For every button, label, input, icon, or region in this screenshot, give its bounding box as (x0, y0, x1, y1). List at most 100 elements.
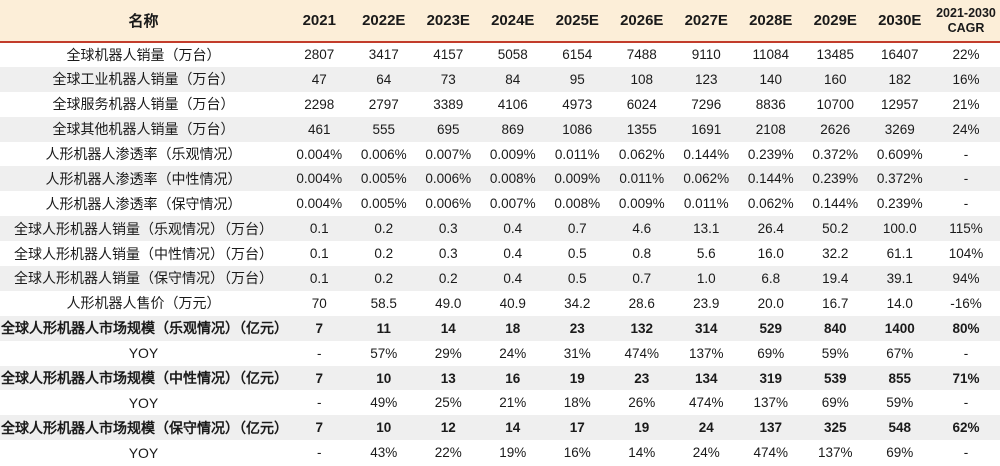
column-header: 2022E (351, 0, 416, 43)
column-header-name: 名称 (0, 0, 287, 43)
cell: 21% (952, 96, 980, 112)
cell: 0.3 (438, 246, 458, 262)
cell: 69% (886, 445, 914, 461)
cell: 0.1 (309, 221, 329, 237)
cell: 95 (569, 71, 585, 87)
cell: 49.0 (435, 295, 462, 311)
column-header: 2023E (416, 0, 481, 43)
table-row: YOY - 43% 22% 19% 16% 14% 24% 474% 137% 69% - (0, 440, 1000, 465)
cell: 1355 (626, 121, 657, 137)
cell: 555 (372, 121, 396, 137)
cell: 59% (821, 345, 849, 361)
cell: 12957 (880, 96, 919, 112)
column-header: 2025E (545, 0, 610, 43)
cell: 94% (952, 270, 980, 286)
cell: 57% (370, 345, 398, 361)
table-row: 全球工业机器人销量（万台） 47 64 73 84 95 108 123 140 160 182 16… (0, 66, 1000, 92)
cell: 1691 (691, 121, 722, 137)
table-row: 人形机器人渗透率（中性情况） 0.004% 0.005% 0.006% 0.008% 0.… (0, 166, 1000, 192)
cell: 0.239% (812, 171, 859, 187)
cell: 0.004% (296, 146, 343, 162)
cell: 20.0 (757, 295, 784, 311)
row-label: 全球人形机器人销量（中性情况）（万台） (14, 245, 273, 262)
cell: 1.0 (696, 270, 716, 286)
table-row: 全球人形机器人市场规模（中性情况）（亿元） 7 10 13 16 19 23 134 319 53… (0, 365, 1000, 391)
cell: 3269 (884, 121, 915, 137)
table-row: 全球人形机器人销量（中性情况）（万台） 0.1 0.2 0.3 0.4 0.5 0.8 5.6… (0, 241, 1000, 266)
cell: 17 (569, 420, 585, 436)
cell: -16% (950, 295, 982, 311)
cell: 43% (370, 445, 398, 461)
cell: 5.6 (696, 246, 716, 262)
cell: 3389 (433, 96, 464, 112)
cell: 32.2 (822, 246, 849, 262)
cell: 1400 (884, 320, 915, 336)
cell: 0.7 (632, 270, 652, 286)
cell: 3417 (368, 47, 399, 63)
cell: 11084 (752, 47, 790, 63)
cell: 869 (501, 121, 525, 137)
cell: 2298 (304, 96, 335, 112)
cell: 0.008% (489, 171, 536, 187)
cell: 539 (823, 370, 847, 386)
cell: 50.2 (822, 221, 849, 237)
cell: 18 (505, 320, 521, 336)
cell: 0.4 (503, 246, 523, 262)
cell: - (963, 146, 969, 162)
cell: 84 (505, 71, 521, 87)
cell: 137% (688, 345, 724, 361)
cell: 31% (563, 345, 591, 361)
cell: 13485 (816, 47, 855, 63)
cell: 0.4 (503, 270, 523, 286)
cell: 840 (823, 320, 847, 336)
cell: 0.239% (747, 146, 794, 162)
cell: 100.0 (882, 221, 917, 237)
cell: 0.004% (296, 196, 343, 212)
cell: 319 (759, 370, 783, 386)
cell: 0.009% (489, 146, 536, 162)
table-row: YOY - 49% 25% 21% 18% 26% 474% 137% 69% 59% - (0, 390, 1000, 415)
cell: 0.062% (618, 146, 665, 162)
cell: 12 (440, 420, 456, 436)
row-label: YOY (128, 394, 159, 411)
row-label: 全球服务机器人销量（万台） (52, 96, 235, 113)
cell: 0.006% (360, 146, 407, 162)
row-label: 全球人形机器人销量（保守情况）（万台） (14, 270, 273, 287)
cell: 28.6 (628, 295, 655, 311)
table-row: 全球人形机器人销量（乐观情况）（万台） 0.1 0.2 0.3 0.4 0.7 4.6 13.… (0, 216, 1000, 242)
column-header: 2027E (674, 0, 739, 43)
cell: 1086 (562, 121, 593, 137)
cell: 19 (634, 420, 650, 436)
cell: 0.8 (632, 246, 652, 262)
cell: 0.005% (360, 196, 407, 212)
cell: 855 (888, 370, 912, 386)
cell: 25% (434, 395, 462, 411)
cell: 0.004% (296, 171, 343, 187)
cell: 461 (307, 121, 331, 137)
cell: 24 (698, 420, 714, 436)
cell: 0.006% (425, 196, 472, 212)
cell: 0.2 (374, 221, 394, 237)
cell: - (317, 345, 322, 361)
cell: 0.372% (812, 146, 859, 162)
cell: 0.062% (683, 171, 730, 187)
cell: 0.5 (567, 246, 587, 262)
cell: 69% (757, 345, 785, 361)
cell: 0.009% (618, 196, 665, 212)
row-label: YOY (128, 444, 159, 461)
row-label: 全球工业机器人销量（万台） (52, 71, 235, 88)
cell: 10 (376, 370, 392, 386)
cell: 16.7 (822, 295, 849, 311)
row-label: 全球人形机器人市场规模（乐观情况）（亿元） (1, 320, 288, 337)
table-body: 全球机器人销量（万台） 2807 3417 4157 5058 6154 7488 9110 1… (0, 42, 1000, 465)
cell: 529 (759, 320, 783, 336)
cell: 40.9 (499, 295, 526, 311)
cell: 0.7 (567, 221, 587, 237)
cell: 314 (694, 320, 718, 336)
cell: 73 (440, 71, 456, 87)
cell: 548 (888, 420, 912, 436)
cell: 23 (569, 320, 585, 336)
cell: 137% (817, 445, 853, 461)
cell: 11 (376, 320, 391, 336)
cell: 18% (563, 395, 591, 411)
